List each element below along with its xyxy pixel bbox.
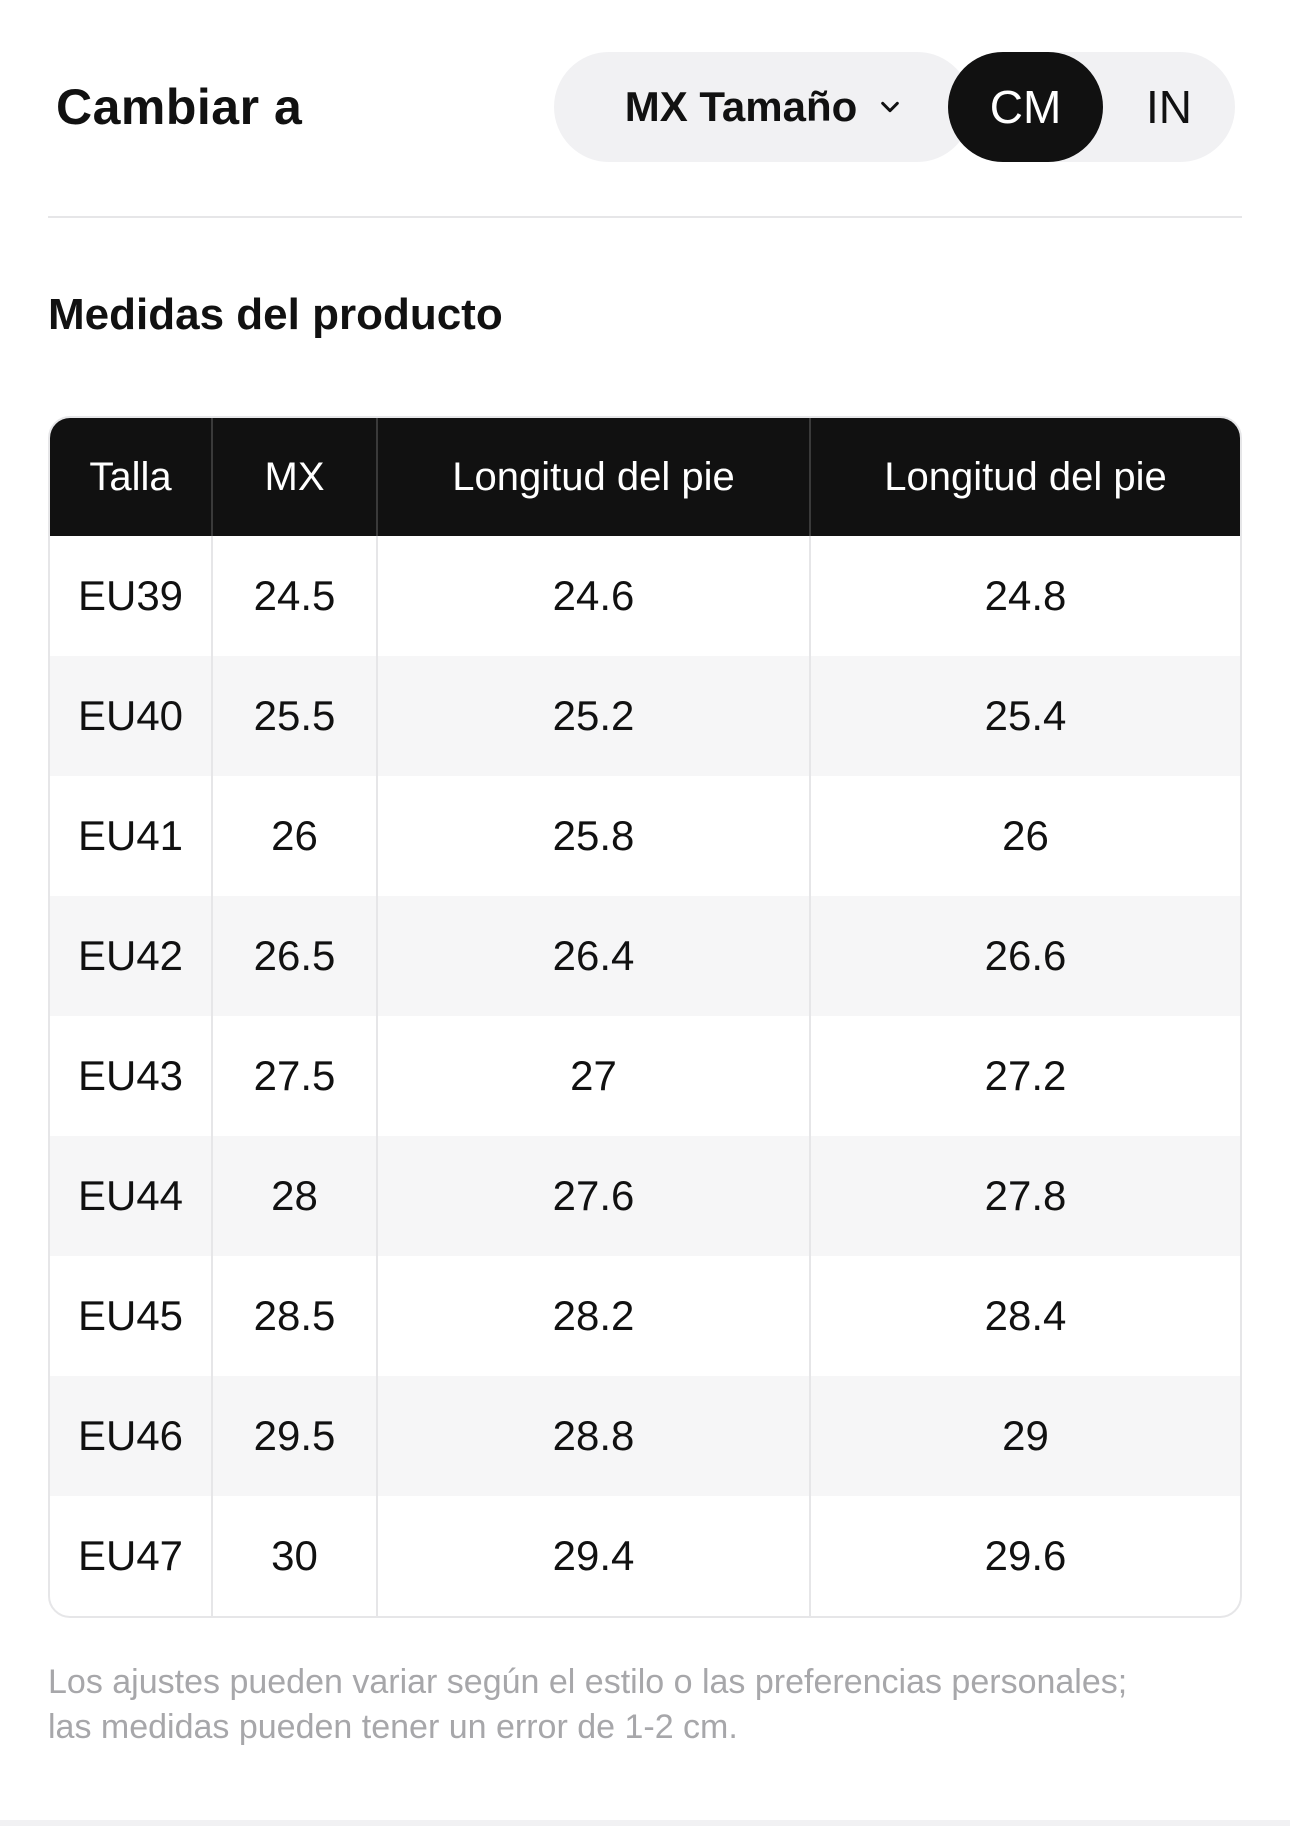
column-header-foot-length-2: Longitud del pie <box>810 418 1240 536</box>
table-row: EU45 28.5 28.2 28.4 <box>50 1256 1240 1376</box>
size-table: Talla MX Longitud del pie Longitud del p… <box>48 416 1242 1618</box>
cell-foot-length-2: 26 <box>1002 812 1049 859</box>
cell-foot-length: 29.4 <box>377 1496 811 1616</box>
cell-foot-length-2: 28.4 <box>984 1292 1067 1339</box>
cell-foot-length: 24.6 <box>377 536 811 656</box>
cell-mx: 25.5 <box>212 656 378 776</box>
cell-talla: EU40 <box>50 656 213 776</box>
column-header-foot-length: Longitud del pie <box>377 418 811 536</box>
cell-foot-length: 25.8 <box>377 776 811 896</box>
cell-foot-length-2: 29.6 <box>984 1532 1067 1579</box>
cell-foot-length: 25.2 <box>377 656 811 776</box>
cell-mx: 30 <box>212 1496 378 1616</box>
header-divider <box>48 216 1242 218</box>
cell-mx: 26.5 <box>212 896 378 1016</box>
cell-talla: EU43 <box>50 1016 213 1136</box>
cell-foot-length: 27 <box>377 1016 811 1136</box>
cell-talla: EU41 <box>50 776 213 896</box>
unit-toggle: CM IN <box>948 52 1235 162</box>
size-system-label: MX Tamaño <box>624 83 858 130</box>
table-row: EU46 29.5 28.8 29 <box>50 1376 1240 1496</box>
table-row: EU47 30 29.4 29.6 <box>50 1496 1240 1616</box>
table-row: EU44 28 27.6 27.8 <box>50 1136 1240 1256</box>
cell-talla: EU39 <box>50 536 213 656</box>
table-header-row: Talla MX Longitud del pie Longitud del p… <box>50 418 1240 536</box>
cell-talla: EU42 <box>50 896 213 1016</box>
cell-foot-length-2: 27.8 <box>810 1136 1240 1256</box>
cell-mx: 28 <box>212 1136 378 1256</box>
cell-foot-length-2: 26.6 <box>810 896 1240 1016</box>
unit-button-cm[interactable]: CM <box>948 52 1103 162</box>
cell-foot-length-2: 27.2 <box>984 1052 1067 1099</box>
cell-foot-length-2: 24.8 <box>984 572 1067 619</box>
table-row: EU41 26 25.8 26 <box>50 776 1240 896</box>
cell-foot-length-2: 29 <box>810 1376 1240 1496</box>
cell-mx: 27.5 <box>212 1016 378 1136</box>
table-row: EU40 25.5 25.2 25.4 <box>50 656 1240 776</box>
table-row: EU42 26.5 26.4 26.6 <box>50 896 1240 1016</box>
cell-talla: EU46 <box>50 1376 213 1496</box>
bottom-edge <box>0 1820 1290 1826</box>
cell-mx: 29.5 <box>212 1376 378 1496</box>
cell-talla: EU45 <box>50 1256 213 1376</box>
column-header-talla: Talla <box>50 418 213 536</box>
cell-mx: 24.5 <box>212 536 378 656</box>
header-title: Cambiar a <box>56 79 303 135</box>
cell-foot-length: 27.6 <box>377 1136 811 1256</box>
unit-button-in[interactable]: IN <box>1146 81 1192 133</box>
cell-foot-length: 28.8 <box>377 1376 811 1496</box>
column-header-mx: MX <box>212 418 378 536</box>
cell-foot-length: 26.4 <box>377 896 811 1016</box>
size-system-dropdown[interactable]: MX Tamaño <box>554 52 972 162</box>
cell-foot-length-2: 25.4 <box>810 656 1240 776</box>
section-title: Medidas del producto <box>48 290 503 339</box>
cell-talla: EU44 <box>50 1136 213 1256</box>
cell-mx: 26 <box>212 776 378 896</box>
fit-disclaimer: Los ajustes pueden variar según el estil… <box>48 1663 1128 1746</box>
chevron-down-icon <box>881 101 900 113</box>
cell-mx: 28.5 <box>212 1256 378 1376</box>
cell-foot-length: 28.2 <box>377 1256 811 1376</box>
table-row: EU43 27.5 27 27.2 <box>50 1016 1240 1136</box>
table-row: EU39 24.5 24.6 24.8 <box>50 536 1240 656</box>
cell-talla: EU47 <box>50 1496 213 1616</box>
size-converter-header: Cambiar a MX Tamaño CM IN <box>48 52 1242 162</box>
